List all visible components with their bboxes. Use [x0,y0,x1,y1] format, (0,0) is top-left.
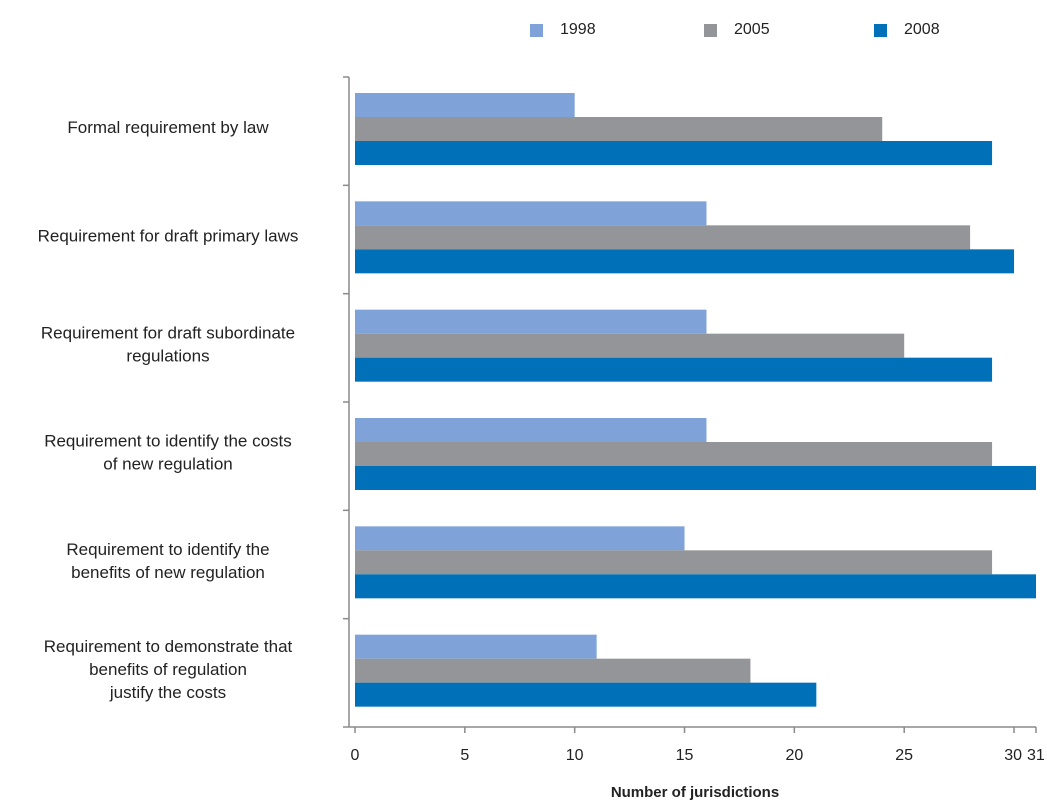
x-tick-labels: 0 5 10 15 20 25 30 31 [351,747,1045,764]
bar-2008-cat-2 [355,249,1015,274]
category-label: Requirement to identify the costs [44,432,292,451]
bar-1998-cat-4 [355,418,707,442]
x-axis-label: Number of jurisdictions [611,784,779,801]
category-label: benefits of regulation [89,660,247,679]
x-tick-label: 5 [460,747,469,764]
bar-2008-cat-1 [355,141,993,165]
legend-swatch-1998 [530,24,543,37]
bars [355,93,1036,707]
legend-swatch-2008 [874,24,887,37]
bar-2005-cat-6 [355,658,751,683]
x-tick-label: 31 [1027,747,1045,764]
bar-2008-cat-6 [355,682,817,707]
bar-1998-cat-2 [355,201,707,226]
bar-2005-cat-5 [355,550,993,575]
category-labels: Formal requirement by law Requirement for… [38,118,299,702]
x-tick-label: 25 [895,747,913,764]
bar-2008-cat-4 [355,466,1036,490]
x-tick-label: 10 [566,747,584,764]
x-tick-label: 20 [785,747,803,764]
bar-1998-cat-3 [355,309,707,334]
bar-2005-cat-1 [355,117,883,141]
category-label: Requirement to demonstrate that [44,637,293,656]
category-label: Requirement for draft subordinate [41,323,295,342]
bar-2005-cat-4 [355,442,993,466]
legend-label-2008: 2008 [904,21,940,38]
category-label: regulations [126,346,209,365]
bar-1998-cat-5 [355,526,685,551]
category-label: Requirement for draft primary laws [38,227,299,246]
bar-2008-cat-3 [355,357,993,382]
bar-2005-cat-2 [355,225,971,250]
category-label: of new regulation [103,455,232,474]
bar-2005-cat-3 [355,333,905,358]
legend-label-1998: 1998 [560,21,596,38]
legend-label-2005: 2005 [734,21,770,38]
bar-1998-cat-1 [355,93,575,117]
legend-swatch-2005 [704,24,717,37]
x-tick-label: 15 [676,747,694,764]
legend: 1998 2005 2008 [530,21,940,38]
x-tick-label: 0 [351,747,360,764]
x-tick-label: 30 [1004,747,1022,764]
category-label: benefits of new regulation [71,563,265,582]
category-label: Formal requirement by law [67,118,269,137]
axes [343,76,1037,733]
bar-2008-cat-5 [355,574,1036,599]
category-label: justify the costs [109,683,226,702]
bar-1998-cat-6 [355,634,597,659]
category-label: Requirement to identify the [66,540,269,559]
